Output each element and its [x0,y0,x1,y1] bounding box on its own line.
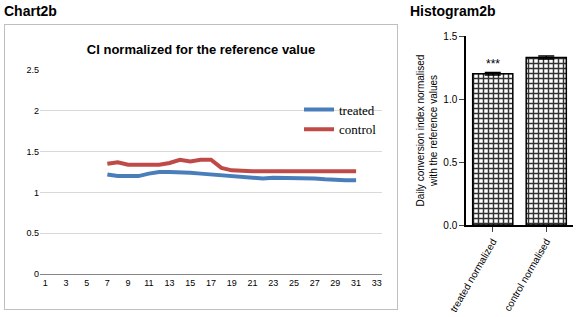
svg-text:29: 29 [330,278,340,288]
svg-text:treated: treated [339,103,375,118]
svg-text:31: 31 [351,278,361,288]
svg-text:9: 9 [126,278,131,288]
svg-text:3: 3 [63,278,68,288]
svg-text:21: 21 [247,278,257,288]
svg-text:2: 2 [34,106,39,116]
svg-text:25: 25 [289,278,299,288]
html-text:Chart2b: Chart2b [4,3,57,19]
svg-text:17: 17 [206,278,216,288]
svg-text:27: 27 [310,278,320,288]
svg-text:5: 5 [84,278,89,288]
svg-text:1: 1 [43,278,48,288]
svg-text:0: 0 [34,269,39,279]
svg-text:33: 33 [372,278,382,288]
svg-text:2.5: 2.5 [26,65,39,75]
svg-text:1.0: 1.0 [443,94,457,105]
svg-text:CI normalized for the referenc: CI normalized for the reference value [87,42,315,57]
svg-text:***: *** [486,57,500,71]
svg-text:7: 7 [105,278,110,288]
svg-text:1: 1 [34,188,39,198]
svg-text:1.5: 1.5 [26,147,39,157]
svg-text:11: 11 [144,278,153,288]
svg-text:treated normalized: treated normalized [448,237,499,314]
svg-text:15: 15 [185,278,195,288]
svg-text:1.5: 1.5 [443,31,457,42]
svg-text:19: 19 [227,278,237,288]
svg-text:0.5: 0.5 [443,157,457,168]
svg-text:Daily conversion index normali: Daily conversion index normalisedwith th… [415,55,439,207]
svg-text:23: 23 [268,278,278,288]
svg-text:control: control [339,122,376,137]
html-text:Histogram2b: Histogram2b [410,3,496,19]
svg-text:control normalised: control normalised [502,237,552,313]
svg-text:13: 13 [165,278,175,288]
svg-text:0.0: 0.0 [443,220,457,231]
svg-text:0.5: 0.5 [26,228,39,238]
